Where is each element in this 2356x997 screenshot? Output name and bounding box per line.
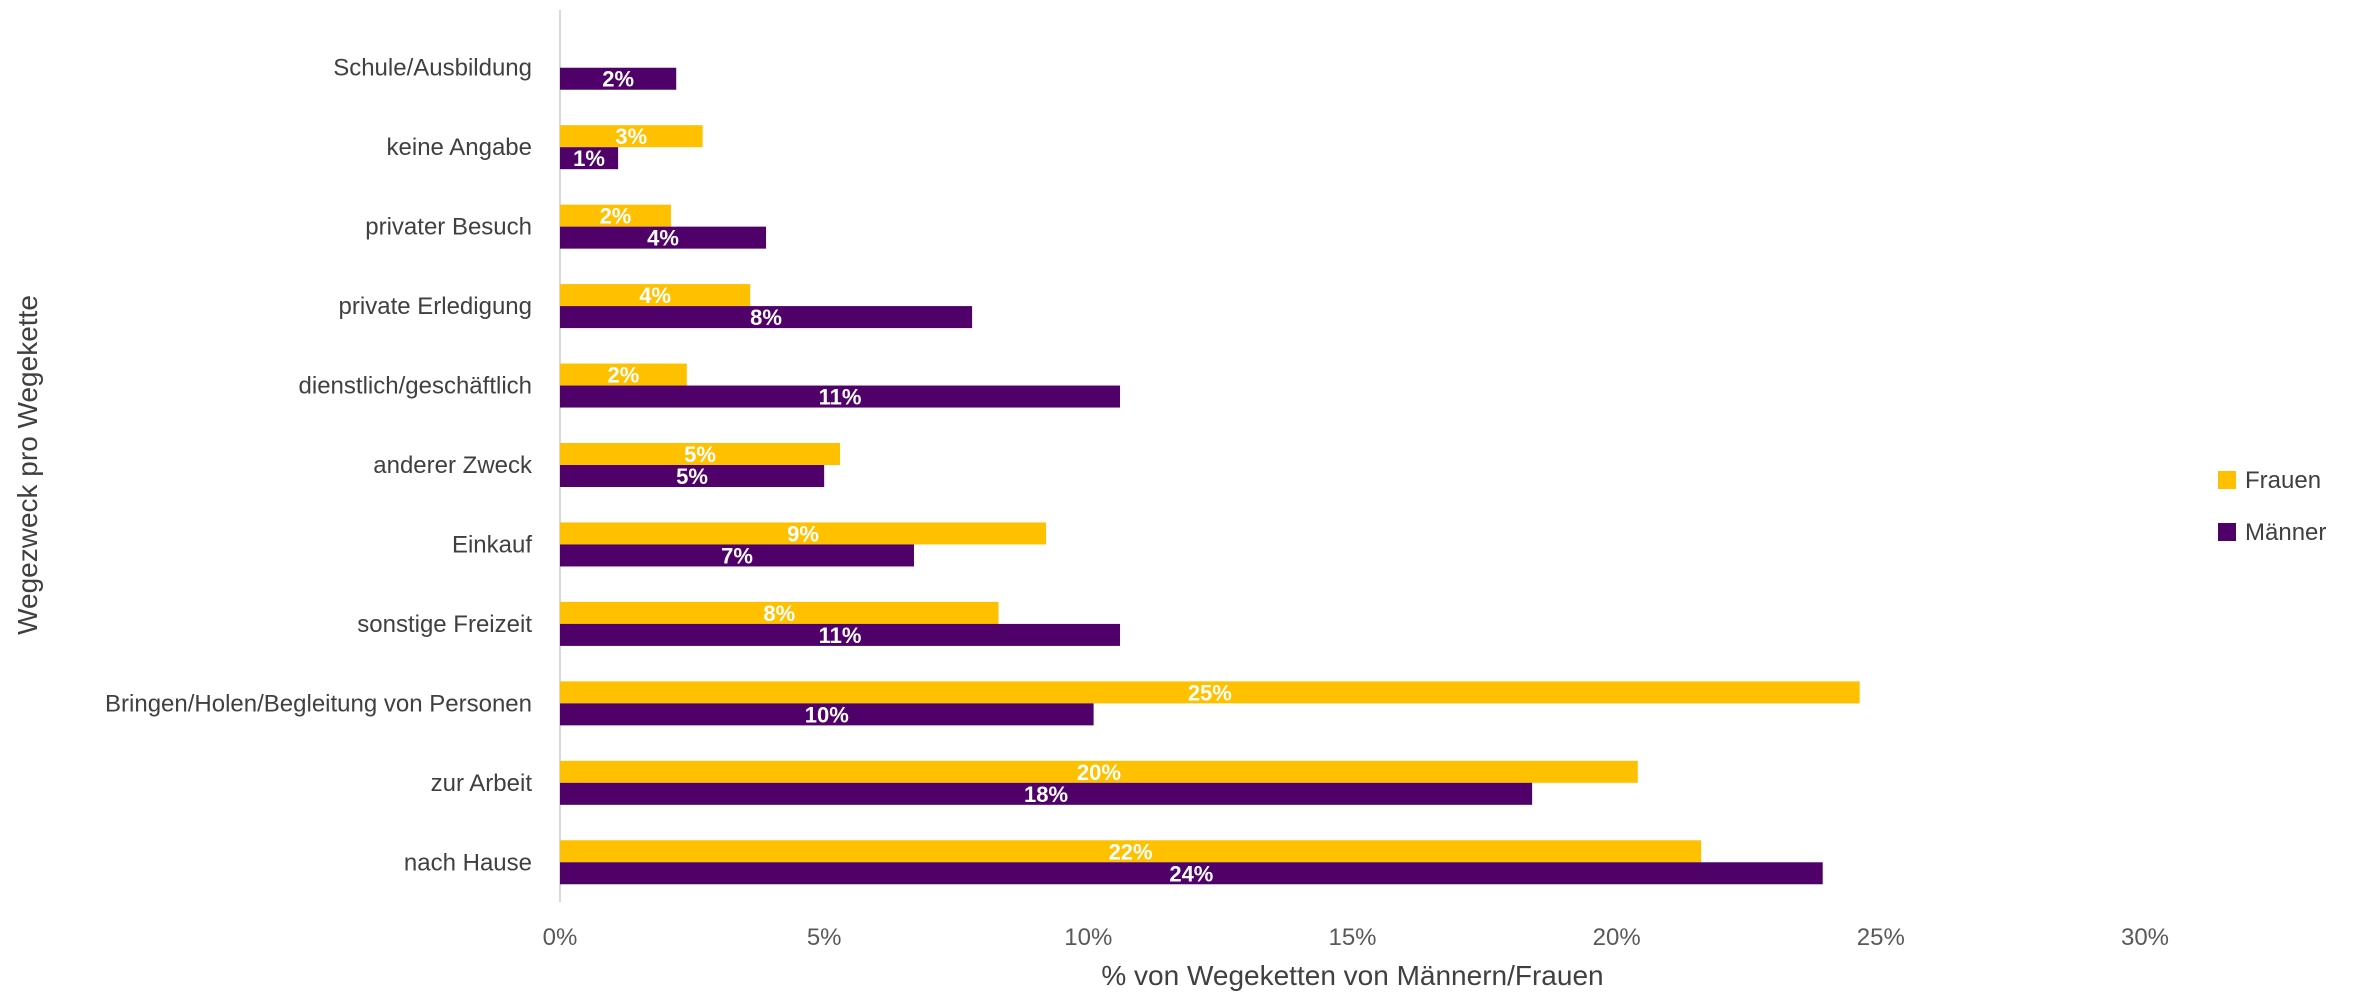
bar-frauen: [560, 681, 1860, 704]
bar-frauen: [560, 284, 751, 307]
category-label: zur Arbeit: [431, 770, 533, 797]
data-label: 7%: [721, 543, 753, 568]
legend-label: Männer: [2245, 519, 2326, 546]
data-label: 22%: [1109, 839, 1153, 864]
bar-maenner: [560, 385, 1121, 408]
bar-maenner: [560, 703, 1094, 726]
y-axis-title: Wegezweck pro Wegekette: [12, 295, 43, 635]
data-label: 10%: [805, 702, 849, 727]
x-tick-labels: 0% 5% 10% 15% 20% 25% 30%: [543, 924, 2169, 951]
category-label: Einkauf: [452, 531, 532, 558]
bar-maenner: [560, 782, 1533, 805]
data-label: 9%: [787, 521, 819, 546]
data-label: 2%: [608, 363, 640, 388]
category-label: privater Besuch: [365, 214, 532, 241]
data-label: 4%: [639, 283, 671, 308]
data-label: 5%: [676, 464, 708, 489]
category-label: Schule/Ausbildung: [333, 55, 532, 82]
x-tick-label: 30%: [2121, 924, 2169, 951]
data-labels: 2% 3% 1% 2% 4% 4% 8% 2% 11% 5%5% 9% 7% 8% 11% 25% 10% 20…: [573, 67, 1232, 887]
data-label: 8%: [763, 601, 795, 626]
bar-frauen: [560, 363, 687, 386]
bar-maenner: [560, 465, 825, 487]
bar-maenner: [560, 306, 973, 329]
bar-frauen: [560, 443, 841, 465]
data-label: 24%: [1169, 861, 1213, 886]
x-tick-label: 25%: [1857, 924, 1905, 951]
data-label: 20%: [1077, 760, 1121, 785]
x-tick-label: 5%: [807, 924, 842, 951]
category-label: dienstlich/geschäftlich: [299, 373, 532, 400]
bar-maenner: [560, 544, 914, 567]
data-label: 2%: [602, 67, 634, 92]
data-label: 1%: [573, 146, 605, 171]
data-label: 5%: [684, 442, 716, 467]
data-label: 8%: [750, 305, 782, 330]
bar-frauen: [560, 760, 1638, 783]
x-axis-title: % von Wegeketten von Männern/Frauen: [1101, 960, 1603, 991]
bar-frauen: [560, 522, 1047, 545]
x-tick-label: 0%: [543, 924, 578, 951]
category-label: nach Hause: [404, 849, 532, 876]
data-label: 11%: [819, 623, 862, 648]
category-label: Bringen/Holen/Begleitung von Personen: [105, 690, 532, 717]
data-label: 3%: [615, 124, 647, 149]
y-axis-title-group: Wegezweck pro Wegekette: [12, 295, 43, 635]
bar-frauen: [560, 204, 671, 227]
category-labels: Schule/Ausbildung keine Angabe privater Be…: [105, 55, 533, 877]
x-tick-label: 20%: [1593, 924, 1641, 951]
category-label: sonstige Freizeit: [357, 611, 532, 638]
bar-maenner: [560, 226, 767, 249]
data-label: 11%: [819, 385, 862, 410]
bar-frauen: [560, 601, 999, 624]
data-label: 25%: [1188, 680, 1232, 705]
data-label: 18%: [1024, 782, 1068, 807]
legend-label: Frauen: [2245, 467, 2321, 494]
legend-swatch: [2218, 471, 2236, 489]
bar-maenner: [560, 147, 619, 170]
legend: Frauen Männer: [2218, 467, 2326, 546]
bars: [560, 67, 1860, 885]
category-label: private Erledigung: [339, 293, 532, 320]
x-tick-label: 15%: [1328, 924, 1376, 951]
bar-maenner: [560, 862, 1823, 885]
x-tick-label: 10%: [1064, 924, 1112, 951]
legend-swatch: [2218, 523, 2236, 541]
category-label: keine Angabe: [387, 134, 532, 161]
bar-maenner: [560, 67, 677, 90]
data-label: 4%: [647, 226, 679, 251]
bar-frauen: [560, 840, 1702, 863]
data-label: 2%: [600, 204, 632, 229]
bar-maenner: [560, 623, 1121, 646]
bar-frauen: [560, 125, 703, 148]
category-label: anderer Zweck: [373, 452, 533, 479]
